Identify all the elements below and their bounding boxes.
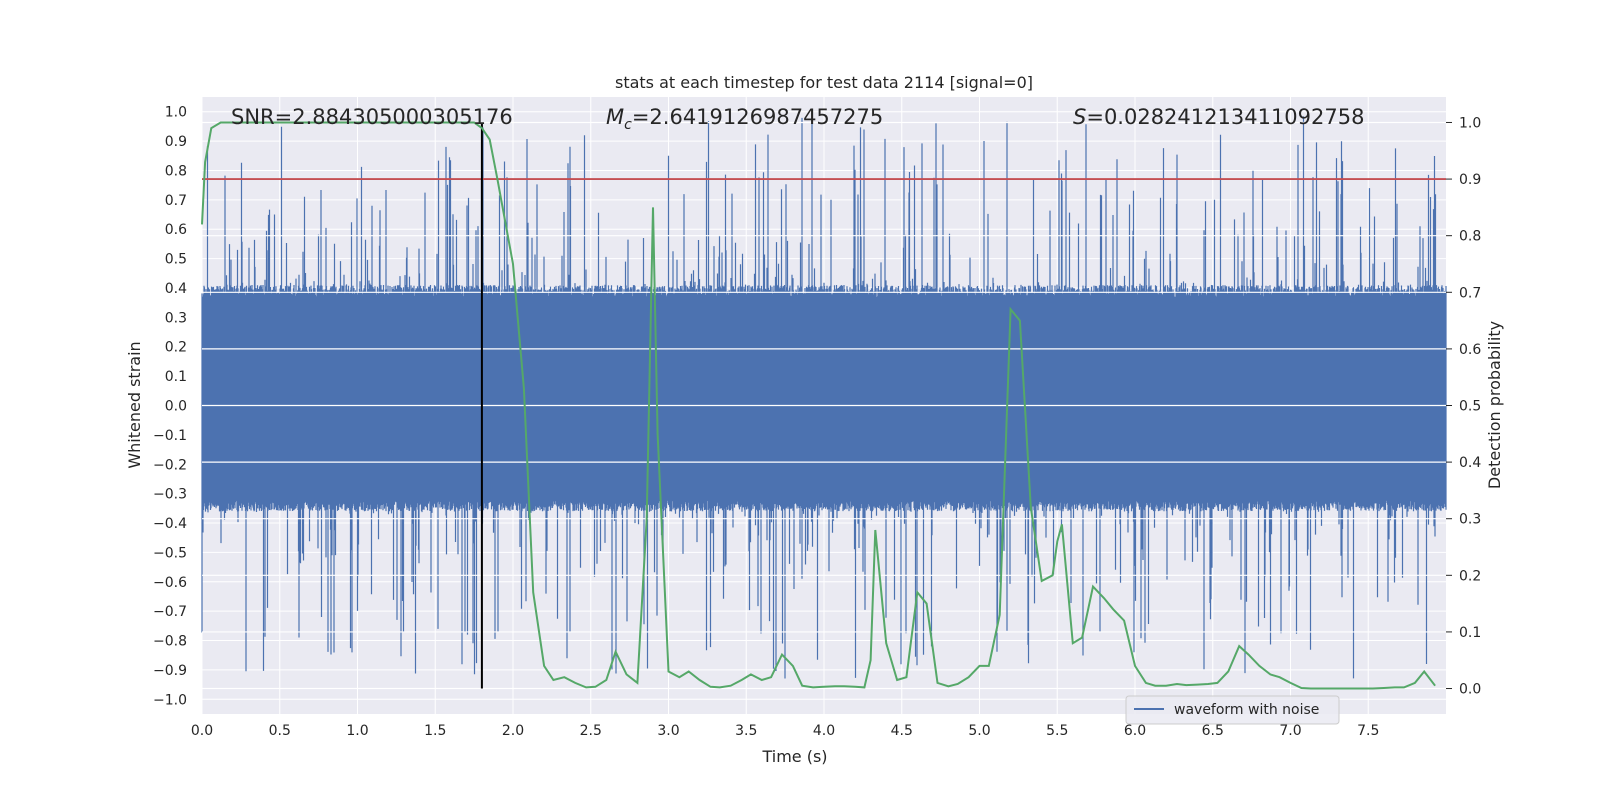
- y2-tick-label: 1.0: [1459, 115, 1481, 131]
- x-tick-label: 5.5: [1046, 723, 1068, 739]
- y2-tick-label: 0.7: [1459, 285, 1481, 301]
- chirp-mass-value: =2.6419126987457275: [632, 105, 883, 129]
- legend: waveform with noise: [1125, 695, 1340, 725]
- x-axis-label: Time (s): [761, 747, 827, 766]
- y-tick-label: 0.1: [165, 369, 187, 385]
- y-tick-label: −0.2: [153, 457, 187, 473]
- x-tick-label: 2.0: [502, 723, 524, 739]
- y-tick-label: −0.5: [153, 545, 187, 561]
- y-tick-label: −0.9: [153, 663, 187, 679]
- x-tick-label: 5.0: [968, 723, 990, 739]
- y-tick-label: 1.0: [165, 105, 187, 121]
- x-tick-label: 3.0: [657, 723, 679, 739]
- x-tick-label: 3.5: [735, 723, 757, 739]
- y-tick-label: 0.3: [165, 310, 187, 326]
- s-annotation: S=0.028241213411092758: [1073, 105, 1364, 129]
- y2-tick-label: 0.6: [1459, 342, 1481, 358]
- y-tick-label: 0.6: [165, 222, 187, 238]
- x-tick-label: 6.0: [1124, 723, 1146, 739]
- x-tick-label: 4.0: [813, 723, 835, 739]
- y2-tick-label: 0.9: [1459, 172, 1481, 188]
- s-value: =0.028241213411092758: [1086, 105, 1364, 129]
- y-tick-label: −0.3: [153, 487, 187, 503]
- y-tick-label: −0.1: [153, 428, 187, 444]
- y2-tick-label: 0.2: [1459, 568, 1481, 584]
- y2-tick-label: 0.3: [1459, 512, 1481, 528]
- y-tick-label: −0.4: [153, 516, 187, 532]
- y-axis-label: Whitened strain: [125, 341, 144, 468]
- chirp-mass-subscript: c: [624, 117, 632, 133]
- y-tick-label: −1.0: [153, 692, 187, 708]
- y2-tick-label: 0.1: [1459, 625, 1481, 641]
- x-tick-label: 0.5: [269, 723, 291, 739]
- waveform-series: [201, 116, 1447, 679]
- x-tick-label: 4.5: [891, 723, 913, 739]
- x-tick-label: 6.5: [1202, 723, 1224, 739]
- x-tick-label: 0.0: [191, 723, 213, 739]
- y2-tick-label: 0.0: [1459, 682, 1481, 698]
- x-tick-label: 1.5: [424, 723, 446, 739]
- y2-tick-label: 0.8: [1459, 229, 1481, 245]
- chirp-mass-symbol: M: [606, 105, 624, 129]
- legend-box: [1125, 695, 1340, 725]
- y-tick-label: −0.8: [153, 634, 187, 650]
- x-tick-label: 1.0: [346, 723, 368, 739]
- y-tick-label: 0.9: [165, 134, 187, 150]
- chirp-mass-annotation: Mc=2.6419126987457275: [606, 105, 883, 133]
- y-tick-label: 0.7: [165, 193, 187, 209]
- x-axis-ticks: 0.0 0.5 1.0 1.5 2.0 2.5 3.0 3.5 4.0 4.5 5.0 5.5 6.0 6…: [191, 723, 1380, 739]
- y2-axis-ticks: 1.0 0.9 0.8 0.7 0.6 0.5 0.4 0.3 0.2 0.1 0.0: [1446, 115, 1481, 698]
- y-tick-label: 0.2: [165, 340, 187, 356]
- snr-annotation: SNR=2.884305000305176: [231, 105, 513, 129]
- waveform-core: [202, 297, 1446, 501]
- y-tick-label: 0.8: [165, 163, 187, 179]
- chart-title: stats at each timestep for test data 211…: [615, 73, 1033, 92]
- y-axis-ticks: 1.0 0.9 0.8 0.7 0.6 0.5 0.4 0.3 0.2 0.1 0.0 −0.1 −0.…: [153, 105, 187, 709]
- x-tick-label: 7.5: [1357, 723, 1379, 739]
- y-tick-label: 0.5: [165, 252, 187, 268]
- y-tick-label: −0.7: [153, 604, 187, 620]
- y-tick-label: 0.0: [165, 399, 187, 415]
- legend-label: waveform with noise: [1174, 702, 1319, 718]
- y2-axis-label: Detection probability: [1485, 321, 1504, 489]
- x-tick-label: 7.0: [1279, 723, 1301, 739]
- s-symbol: S: [1073, 105, 1086, 129]
- y2-tick-label: 0.4: [1459, 455, 1481, 471]
- detection-probability-line: [201, 121, 1436, 690]
- y-tick-label: 0.4: [165, 281, 187, 297]
- y2-tick-label: 0.5: [1459, 399, 1481, 415]
- y-tick-label: −0.6: [153, 575, 187, 591]
- x-tick-label: 2.5: [580, 723, 602, 739]
